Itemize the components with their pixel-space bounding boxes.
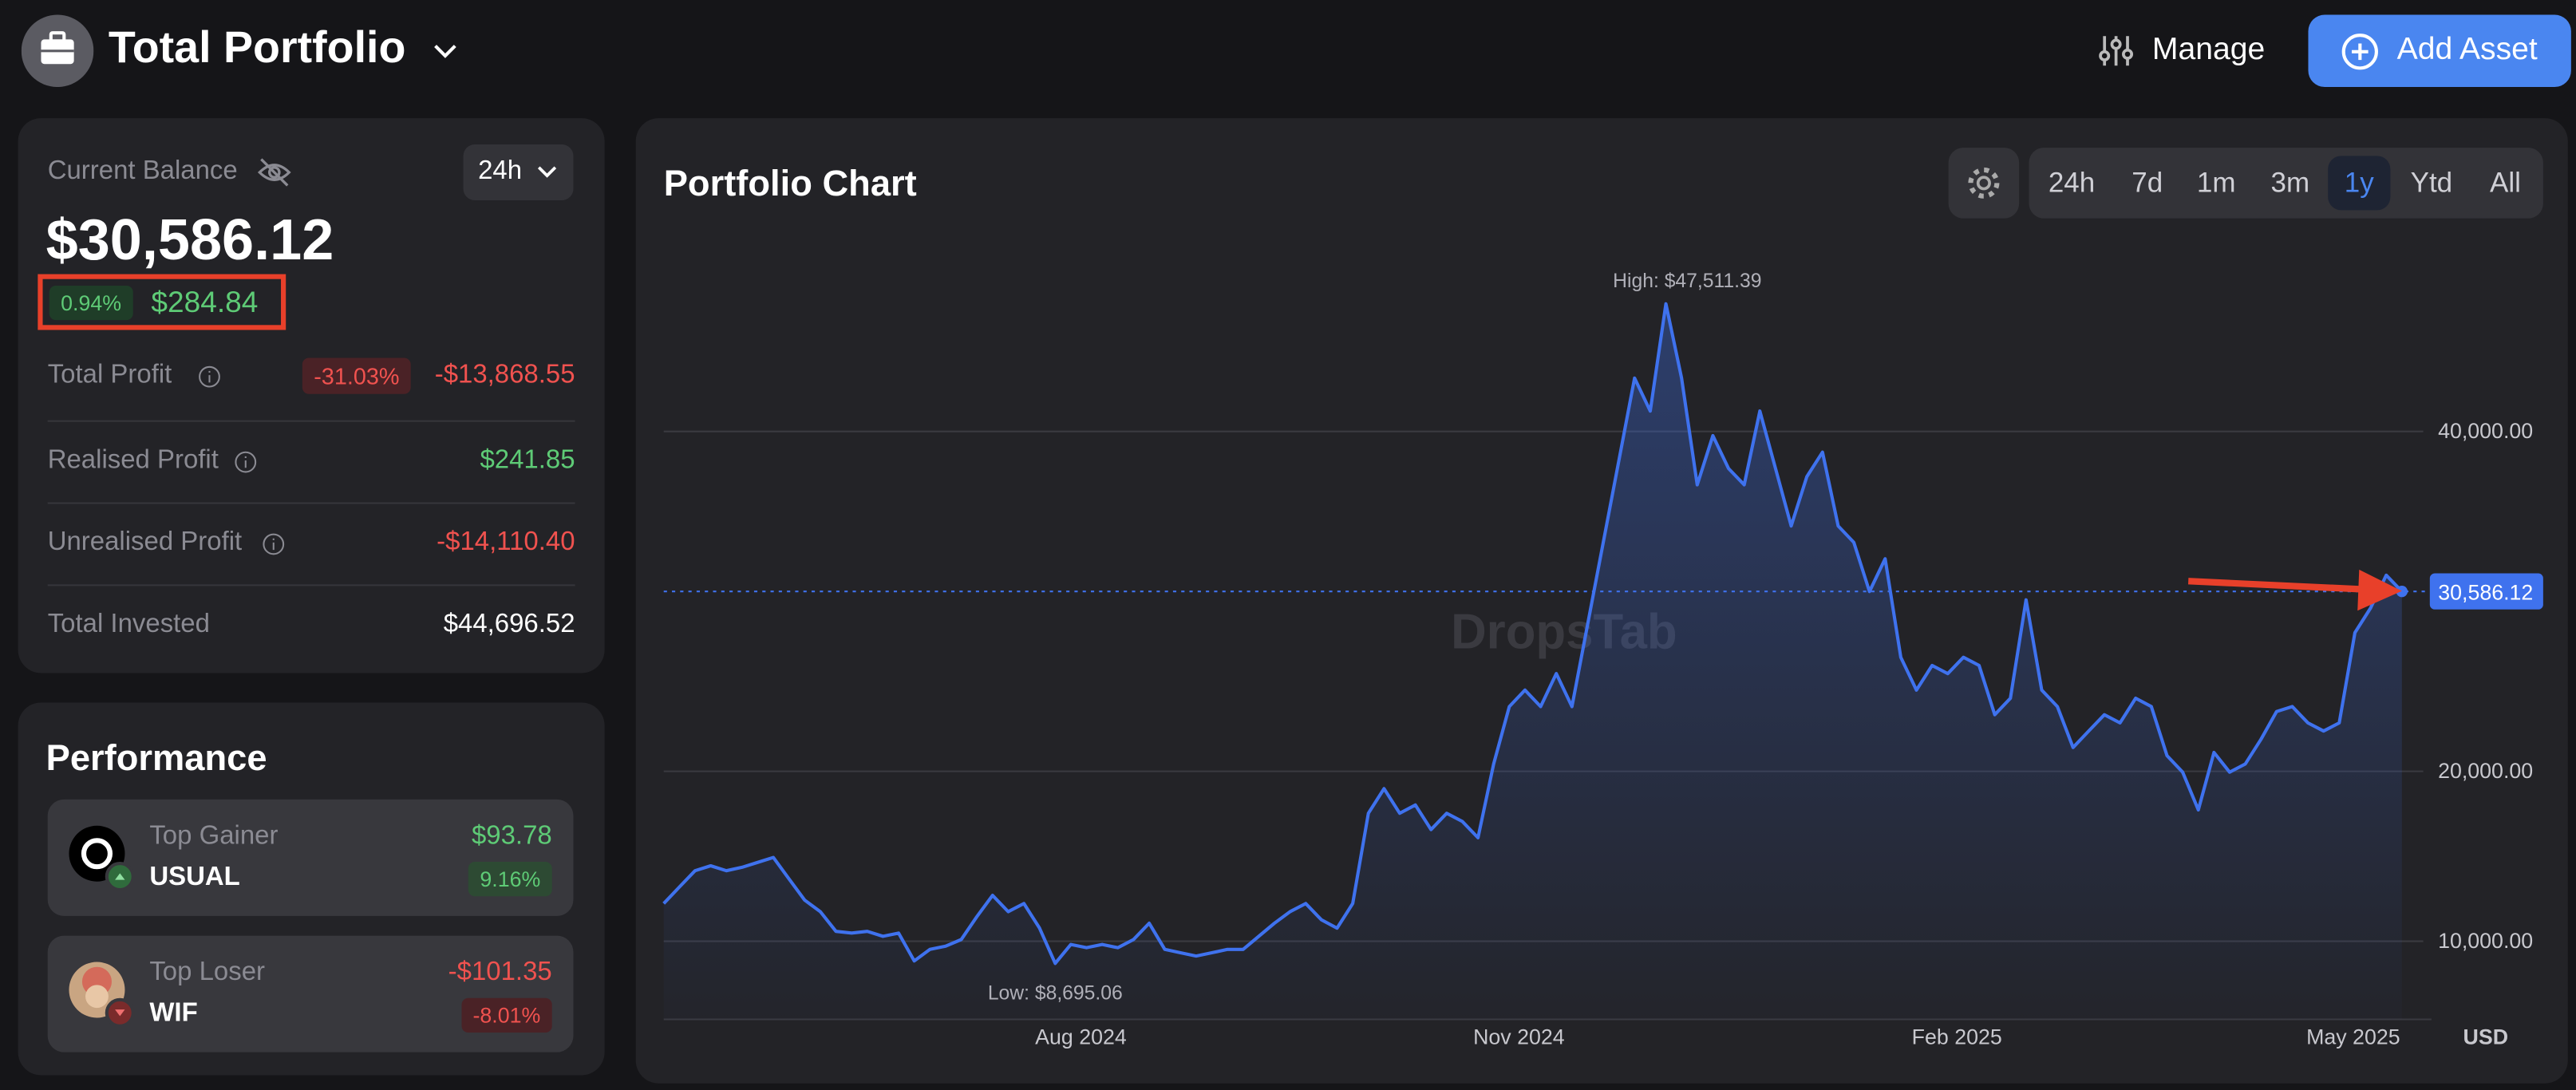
timeframe-button[interactable]: 24h [2048,167,2096,199]
plus-icon [2341,34,2378,70]
timeframe-group [2029,148,2543,219]
y-tick-label: 10,000.00 [2438,929,2533,953]
balance-panel [18,118,605,673]
add-asset-button[interactable]: Add Asset [2308,14,2571,88]
row-label: Realised Profit [47,446,219,475]
x-tick-label: Aug 2024 [1035,1025,1127,1049]
annotation-arrow [2187,578,2363,593]
gainer-card[interactable]: Top Gainer USUAL $93.78 9.16% [47,799,574,916]
asset-avatar [69,962,135,1028]
high-label: High: $47,511.39 [1613,271,1761,292]
loser-card[interactable]: Top Loser WIF -$101.35 -8.01% [47,935,574,1052]
highlight-box [38,274,286,330]
separator [47,584,575,586]
price-line [662,302,2404,966]
timeframe-button[interactable]: 1y [2328,156,2391,211]
row-label: Total Invested [47,610,210,639]
row-value: $44,696.52 [443,610,575,639]
y-tick-label: 20,000.00 [2438,759,2533,783]
unit-label: USD [2463,1025,2509,1049]
separator [47,502,575,504]
profit-row: Total Profit -$13,868.55 [48,361,575,391]
card-asset: USUAL [149,863,240,892]
performance-title: Performance [45,737,267,779]
card-value: $93.78 [471,822,552,851]
chevron[interactable] [430,39,460,62]
change-percent: 0.94% [49,285,133,321]
row-value: -$13,868.55 [434,361,575,389]
profit-row: Realised Profit $241.85 [48,447,575,476]
current-label: 30,586.12 [2438,580,2533,604]
chart-title: Portfolio Chart [663,162,917,204]
card-value: -$101.35 [448,958,552,987]
portfolio-icon [21,14,94,88]
x-tick-label: Nov 2024 [1473,1025,1565,1049]
profit-row: Unrealised Profit -$14,110.40 [48,528,575,558]
separator [47,420,575,422]
invested-row: Total Invested $44,696.52 [48,610,575,640]
current-pill [2429,573,2543,610]
annotation-arrowhead [2357,569,2402,611]
x-tick-label: May 2025 [2306,1025,2400,1049]
y-tick-label: 40,000.00 [2438,419,2533,443]
timeframe-button[interactable]: Ytd [2410,167,2453,199]
row-label: Unrealised Profit [47,528,243,557]
gear-icon [1968,167,2000,199]
manage-button[interactable]: Manage [2151,33,2266,68]
low-label: Low: $8,695.06 [988,983,1123,1005]
current-point [2396,585,2408,598]
area [663,303,2402,1020]
settings-button[interactable] [1948,148,2020,219]
period-dropdown[interactable]: 24h [463,144,574,200]
period-label: 24h [478,157,523,186]
change-value: $284.84 [151,285,259,319]
profit-badge: -31.03% [302,357,411,394]
balance-value: $30,586.12 [45,208,334,273]
row-value: $241.85 [480,446,575,475]
info-icon[interactable] [233,450,258,475]
row-value: -$14,110.40 [437,528,575,557]
portfolio-title[interactable]: Total Portfolio [108,22,406,73]
x-tick-label: Feb 2025 [1912,1025,2002,1049]
info-icon[interactable] [261,532,286,557]
card-percent: -8.01% [461,997,552,1033]
balance-label: Current Balance [47,157,238,186]
timeframe-button[interactable]: All [2490,167,2521,199]
card-percent: 9.16% [468,862,552,897]
chevron [537,166,557,178]
timeframe-button[interactable]: 3m [2270,167,2310,199]
info-icon[interactable] [197,365,222,389]
hide-icon[interactable] [256,156,292,188]
timeframe-button[interactable]: 1m [2196,167,2236,199]
card-asset: WIF [149,999,198,1028]
add-asset-label: Add Asset [2396,33,2538,68]
manage-icon[interactable] [2098,33,2134,69]
asset-avatar [69,825,135,892]
card-label: Top Gainer [149,822,279,851]
row-label: Total Profit [47,361,172,389]
timeframe-button[interactable]: 7d [2132,167,2163,199]
card-label: Top Loser [149,958,265,987]
